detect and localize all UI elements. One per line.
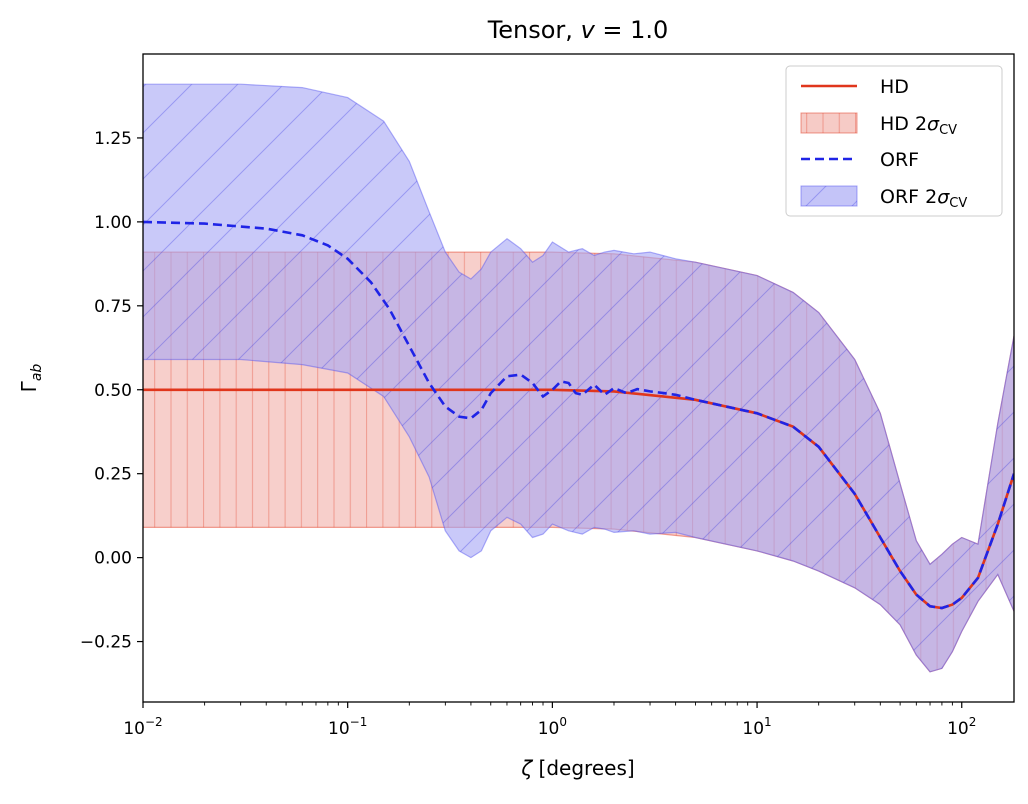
- legend-hd-band-sigma: σ: [927, 113, 940, 135]
- title-suffix: = 1.0: [595, 16, 669, 44]
- x-tick-label: 10−2: [123, 715, 162, 739]
- x-axis-unit: [degrees]: [532, 756, 634, 780]
- plot-area: [143, 83, 1014, 673]
- legend-orf-band-label: ORF 2σCV: [880, 186, 967, 211]
- legend-hd-band-sub: CV: [939, 123, 957, 138]
- legend-orf-label: ORF: [880, 149, 919, 171]
- y-axis-symbol: Γ: [17, 380, 41, 392]
- title-variable: v: [581, 16, 596, 44]
- x-tick-label: 102: [947, 715, 976, 739]
- chart-title: Tensor, v = 1.0: [487, 16, 669, 44]
- y-tick-label: 0.00: [94, 549, 132, 569]
- y-tick-label: 1.25: [94, 129, 132, 149]
- legend-orf-band-hatch: [801, 186, 857, 206]
- x-axis: 10−2 10−1 100 101 102: [123, 702, 976, 739]
- y-tick-label: 1.00: [94, 213, 132, 233]
- legend: HD HD 2σCV ORF ORF 2σCV: [785, 65, 1003, 217]
- y-tick-label: 0.50: [94, 381, 132, 401]
- y-axis-label: Γab: [17, 364, 45, 393]
- title-prefix: Tensor,: [487, 16, 581, 44]
- axes-frame: [142, 53, 1015, 703]
- x-tick-label: 100: [538, 715, 567, 739]
- y-tick-label: −0.25: [80, 633, 132, 653]
- x-axis-variable: ζ: [520, 756, 533, 780]
- legend-orf-band-sub: CV: [949, 196, 967, 211]
- y-tick-label: 0.25: [94, 465, 132, 485]
- orf-band-hatch: [143, 84, 1014, 672]
- legend-hd-band-text: HD 2: [880, 113, 927, 135]
- orf-line: [143, 220, 1014, 610]
- legend-hd-label: HD: [880, 76, 909, 98]
- x-tick-label: 101: [742, 715, 771, 739]
- legend-hd-band-label: HD 2σCV: [880, 113, 957, 138]
- legend-orf-band-text: ORF 2: [880, 186, 937, 208]
- x-tick-label: 10−1: [328, 715, 367, 739]
- y-tick-label: 0.75: [94, 297, 132, 317]
- x-axis-label: ζ [degrees]: [520, 756, 634, 780]
- y-axis: −0.25 0.00 0.25 0.50 0.75 1.00 1.25: [80, 129, 143, 653]
- legend-orf-band-sigma: σ: [937, 186, 950, 208]
- legend-frame: [785, 65, 1003, 217]
- legend-hd-band-hatch: [801, 113, 857, 133]
- y-axis-subscript: ab: [29, 364, 45, 382]
